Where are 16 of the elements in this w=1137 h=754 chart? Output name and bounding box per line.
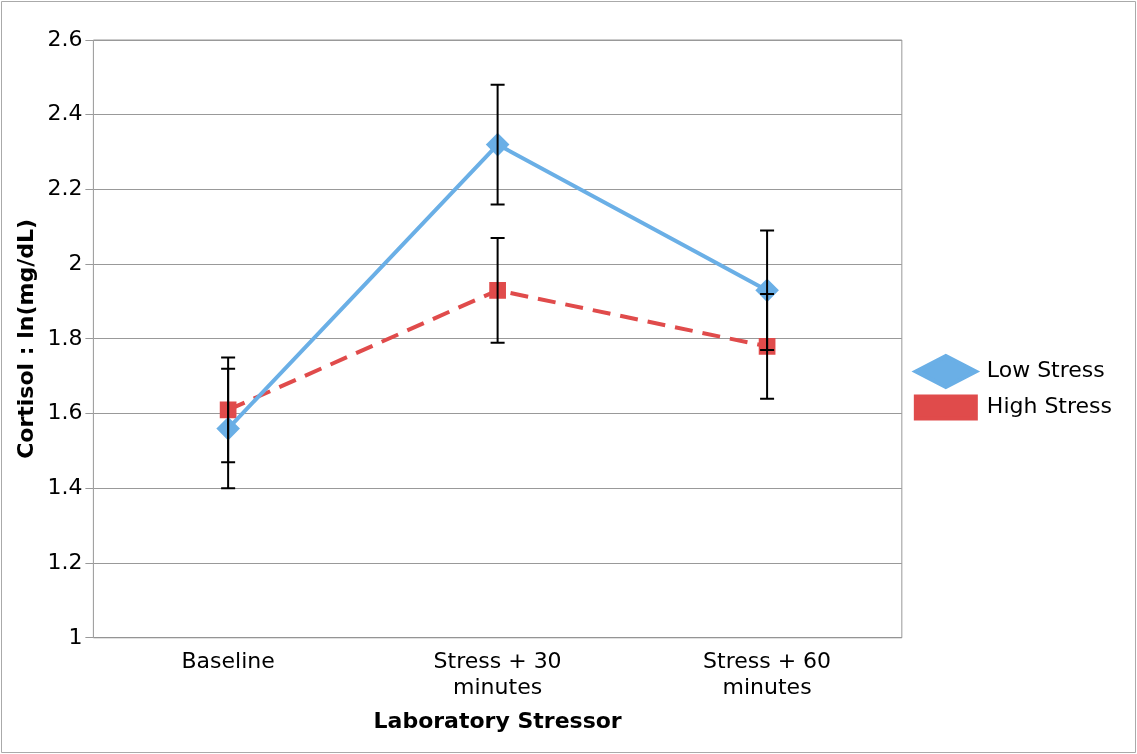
y-tick-label: 1.2 (47, 548, 83, 574)
legend-label: Low Stress (986, 357, 1105, 383)
y-axis-title: Cortisol : ln(mg/dL) (12, 218, 38, 459)
x-axis-title: Laboratory Stressor (373, 707, 622, 733)
y-tick-label: 2 (68, 249, 83, 275)
y-tick-label: 2.2 (47, 175, 83, 201)
x-tick-label: Stress + 30 minutes (433, 647, 562, 700)
x-tick-label: Stress + 60 minutes (703, 647, 832, 700)
legend-label: High Stress (986, 393, 1112, 419)
y-tick-label: 1 (68, 623, 83, 649)
y-tick-label: 1.6 (47, 399, 83, 425)
y-tick-label: 2.4 (47, 100, 83, 126)
y-tick-label: 1.8 (47, 324, 83, 350)
y-tick-label: 2.6 (47, 25, 83, 51)
x-tick-label: Baseline (181, 647, 275, 673)
y-tick-label: 1.4 (47, 474, 83, 500)
